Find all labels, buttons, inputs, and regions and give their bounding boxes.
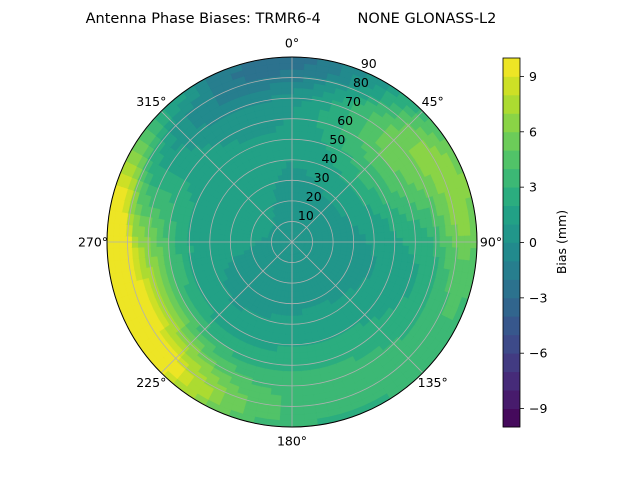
radial-tick-label: 60: [337, 113, 353, 128]
colorbar-swatch: [503, 94, 520, 114]
colorbar-tick-label: −6: [529, 346, 547, 361]
theta-tick-label: 135°: [418, 375, 448, 390]
colorbar-swatch: [503, 316, 520, 336]
field-cell: [470, 235, 477, 251]
colorbar-swatch: [503, 242, 520, 262]
theta-tick-label: 270°: [78, 235, 108, 250]
colorbar-swatch: [503, 187, 520, 206]
theta-tick-label: 180°: [277, 434, 307, 449]
colorbar-swatches: [503, 58, 520, 428]
radial-tick-label: 30: [314, 170, 330, 185]
field-cell: [107, 246, 115, 262]
radial-tick-label: 90: [361, 56, 377, 71]
colorbar-swatch: [503, 408, 520, 428]
theta-tick-label: 225°: [136, 375, 166, 390]
polar-frame: [106, 56, 478, 428]
radial-tick-labels: 10 20 30 40 50 60 70 80 90: [298, 56, 377, 223]
polar-plot-area: 0° 45° 90° 135° 180° 225° 270° 315° 10 20 30 40 50 6…: [78, 36, 502, 449]
field-cell: [278, 57, 295, 64]
colorbar-tick-label: −3: [529, 290, 547, 305]
field-cell: [107, 233, 114, 249]
radial-tick-label: 80: [353, 75, 369, 90]
radial-tick-label: 20: [306, 189, 322, 204]
colorbar-tick-label: 3: [529, 180, 537, 195]
colorbar-swatch: [503, 168, 520, 188]
colorbar-tick-label: 0: [529, 235, 537, 250]
angular-gridline: [291, 110, 424, 243]
colorbar-swatch: [503, 58, 520, 77]
colorbar-ticks: 9 6 3 0 −3 −6 −9: [520, 69, 547, 416]
radial-tick-label: 10: [298, 208, 314, 223]
colorbar-swatch: [503, 113, 520, 133]
theta-tick-label: 90°: [480, 235, 502, 250]
colorbar-swatch: [503, 76, 520, 96]
colorbar-swatch: [503, 131, 520, 151]
colorbar-label: Bias (mm): [554, 210, 569, 274]
colorbar-swatch: [503, 205, 520, 225]
polar-grid: [106, 56, 478, 428]
radial-tick-label: 70: [345, 94, 361, 109]
colorbar-swatch: [503, 371, 520, 391]
colorbar-swatch: [503, 353, 520, 373]
theta-tick-label: 0°: [285, 36, 299, 51]
colorbar-swatch: [503, 279, 520, 299]
radial-tick-label: 40: [322, 151, 338, 166]
field-cell: [469, 222, 477, 238]
chart-title: Antenna Phase Biases: TRMR6-4 NONE GLONA…: [86, 11, 497, 27]
colorbar-tick-label: 6: [529, 124, 537, 139]
colorbar-tick-label: −9: [529, 401, 547, 416]
bias-contour-field: [107, 57, 477, 427]
colorbar-swatch: [503, 224, 520, 243]
colorbar-swatch: [503, 260, 520, 280]
angular-gridline: [291, 241, 424, 374]
radial-tick-label: 50: [329, 132, 345, 147]
colorbar-swatch: [503, 390, 520, 409]
theta-tick-label: 315°: [136, 94, 166, 109]
angular-gridline: [160, 241, 293, 374]
colorbar-swatch: [503, 334, 520, 354]
theta-tick-labels: 0° 45° 90° 135° 180° 225° 270° 315°: [78, 36, 502, 449]
field-cell: [289, 420, 306, 427]
angular-gridline: [160, 110, 293, 243]
theta-tick-label: 45°: [422, 94, 444, 109]
colorbar: 9 6 3 0 −3 −6 −9 Bias (mm): [502, 57, 569, 428]
colorbar-swatch: [503, 150, 520, 170]
colorbar-tick-label: 9: [529, 69, 537, 84]
colorbar-swatch: [503, 297, 520, 317]
